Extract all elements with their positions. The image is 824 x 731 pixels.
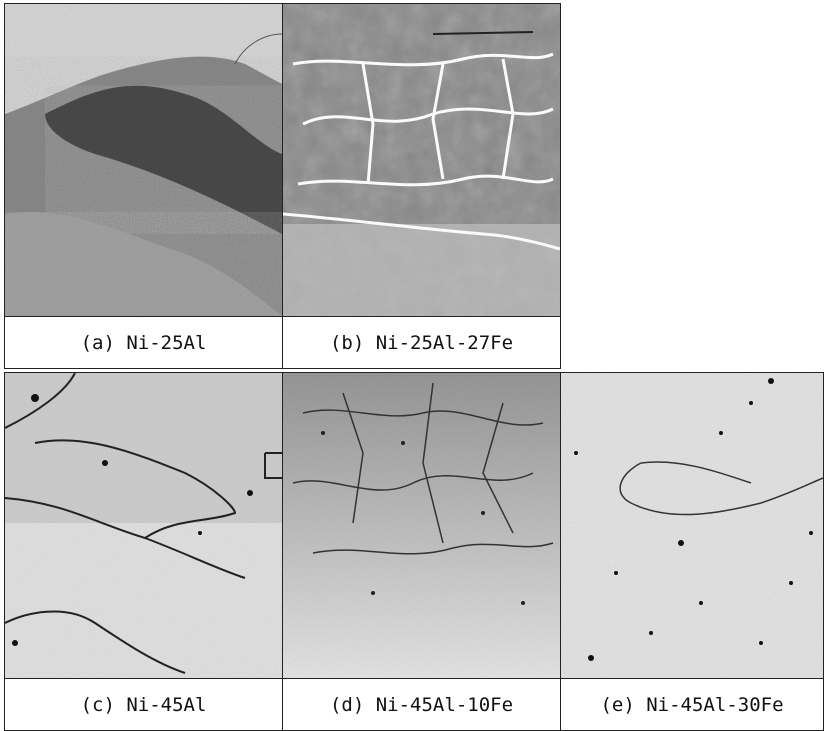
micrograph bbox=[4, 3, 283, 317]
micrograph bbox=[282, 3, 561, 317]
micrograph-d bbox=[283, 373, 560, 678]
micrograph bbox=[4, 372, 283, 679]
caption: (c) Ni-45Al bbox=[4, 678, 283, 731]
micrograph bbox=[560, 372, 824, 679]
micrograph bbox=[282, 372, 561, 679]
micrograph-a bbox=[5, 4, 282, 316]
micrograph-b bbox=[283, 4, 560, 316]
caption: (d) Ni-45Al-10Fe bbox=[282, 678, 561, 731]
caption: (e) Ni-45Al-30Fe bbox=[560, 678, 824, 731]
micrograph-c bbox=[5, 373, 282, 678]
caption: (a) Ni-25Al bbox=[4, 316, 283, 369]
caption: (b) Ni-25Al-27Fe bbox=[282, 316, 561, 369]
micrograph-e bbox=[561, 373, 823, 678]
figure: (a) Ni-25Al (b) Ni-25Al-27Fe bbox=[0, 0, 824, 731]
